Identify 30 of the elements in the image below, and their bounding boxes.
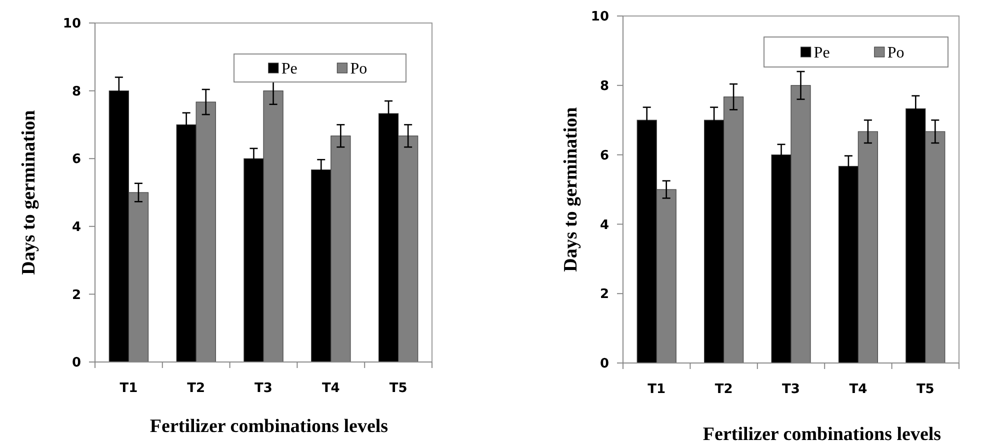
x-axis-title: Fertilizer combinations levels bbox=[150, 416, 388, 437]
x-tick-label: T4 bbox=[322, 381, 340, 396]
x-tick-label: T2 bbox=[714, 382, 733, 397]
x-axis-title: Fertilizer combinations levels bbox=[702, 424, 942, 445]
x-tick-label: T3 bbox=[782, 382, 800, 397]
y-tick-label: 6 bbox=[600, 148, 609, 164]
legend-label: Po bbox=[887, 44, 904, 62]
y-axis-title: Days to germination bbox=[560, 106, 582, 272]
y-tick-label: 2 bbox=[72, 288, 81, 303]
y-tick-label: 0 bbox=[72, 356, 81, 371]
y-tick-label: 4 bbox=[72, 220, 81, 235]
x-tick-label: T5 bbox=[916, 382, 934, 397]
x-tick-label: T1 bbox=[648, 382, 666, 397]
y-tick-label: 10 bbox=[590, 10, 609, 25]
x-tick-label: T5 bbox=[389, 381, 408, 396]
y-tick-label: 8 bbox=[72, 84, 81, 100]
y-tick-label: 2 bbox=[600, 287, 609, 302]
legend-label: Pe bbox=[281, 60, 298, 78]
x-tick-label: T4 bbox=[849, 382, 868, 397]
y-tick-label: 6 bbox=[72, 152, 81, 168]
y-tick-label: 8 bbox=[600, 78, 609, 94]
legend-label: Po bbox=[350, 60, 368, 78]
x-tick-label: T3 bbox=[254, 381, 272, 396]
y-tick-label: 4 bbox=[600, 218, 609, 233]
legend-label: Pe bbox=[814, 44, 830, 62]
y-tick-label: 10 bbox=[62, 16, 81, 32]
y-tick-label: 0 bbox=[600, 356, 609, 372]
x-tick-label: T1 bbox=[120, 381, 138, 396]
y-axis-title: Days to germination bbox=[18, 110, 40, 275]
x-tick-label: T2 bbox=[187, 381, 206, 396]
